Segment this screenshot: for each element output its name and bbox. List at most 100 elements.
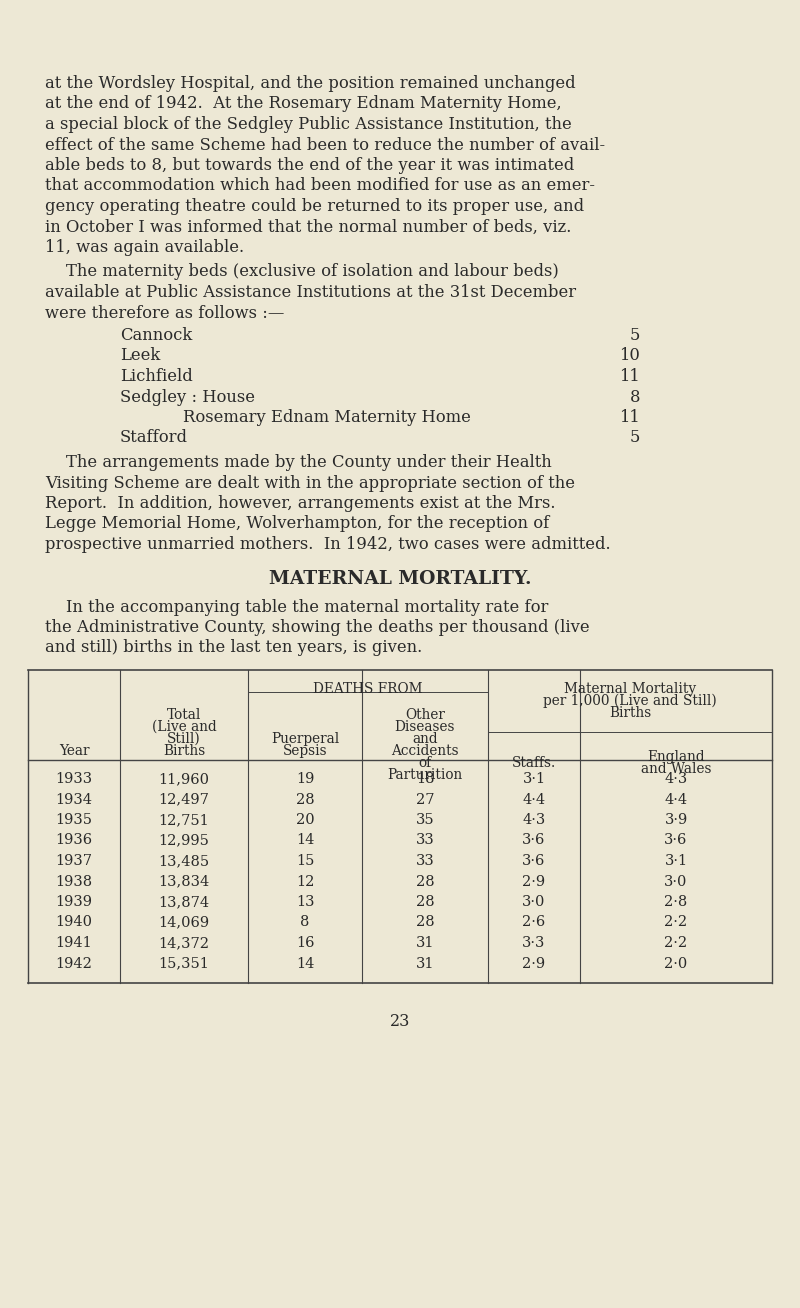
Text: effect of the same Scheme had been to reduce the number of avail-: effect of the same Scheme had been to re… <box>45 136 605 153</box>
Text: In the accompanying table the maternal mortality rate for: In the accompanying table the maternal m… <box>45 599 548 616</box>
Text: 28: 28 <box>416 916 434 930</box>
Text: able beds to 8, but towards the end of the year it was intimated: able beds to 8, but towards the end of t… <box>45 157 574 174</box>
Text: 8: 8 <box>300 916 310 930</box>
Text: Legge Memorial Home, Wolverhampton, for the reception of: Legge Memorial Home, Wolverhampton, for … <box>45 515 550 532</box>
Text: Births: Births <box>163 744 205 759</box>
Text: at the end of 1942.  At the Rosemary Ednam Maternity Home,: at the end of 1942. At the Rosemary Edna… <box>45 95 562 112</box>
Text: Cannock: Cannock <box>120 327 192 344</box>
Text: Visiting Scheme are dealt with in the appropriate section of the: Visiting Scheme are dealt with in the ap… <box>45 475 575 492</box>
Text: 3·1: 3·1 <box>522 772 546 786</box>
Text: 1934: 1934 <box>55 793 93 807</box>
Text: Still): Still) <box>167 732 201 746</box>
Text: and still) births in the last ten years, is given.: and still) births in the last ten years,… <box>45 640 422 657</box>
Text: 33: 33 <box>416 854 434 869</box>
Text: The arrangements made by the County under their Health: The arrangements made by the County unde… <box>45 454 552 471</box>
Text: The maternity beds (exclusive of isolation and labour beds): The maternity beds (exclusive of isolati… <box>45 263 558 280</box>
Text: 15: 15 <box>296 854 314 869</box>
Text: Sepsis: Sepsis <box>282 744 327 759</box>
Text: 15,351: 15,351 <box>158 956 210 971</box>
Text: Staffs.: Staffs. <box>512 756 556 770</box>
Text: 14: 14 <box>296 956 314 971</box>
Text: 10: 10 <box>619 348 640 365</box>
Text: 4·4: 4·4 <box>665 793 687 807</box>
Text: 12,995: 12,995 <box>158 833 210 848</box>
Text: Total: Total <box>167 708 201 722</box>
Text: 3·6: 3·6 <box>664 833 688 848</box>
Text: 3·3: 3·3 <box>522 937 546 950</box>
Text: Other: Other <box>405 708 445 722</box>
Text: available at Public Assistance Institutions at the 31st December: available at Public Assistance Instituti… <box>45 284 576 301</box>
Text: 28: 28 <box>296 793 314 807</box>
Text: 23: 23 <box>390 1012 410 1029</box>
Text: 3·6: 3·6 <box>522 833 546 848</box>
Text: 3·0: 3·0 <box>522 895 546 909</box>
Text: 13,874: 13,874 <box>158 895 210 909</box>
Text: 31: 31 <box>416 937 434 950</box>
Text: 11,960: 11,960 <box>158 772 210 786</box>
Text: 1940: 1940 <box>55 916 93 930</box>
Text: and Wales: and Wales <box>641 763 711 776</box>
Text: 1937: 1937 <box>55 854 93 869</box>
Text: 5: 5 <box>630 327 640 344</box>
Text: 4·3: 4·3 <box>664 772 688 786</box>
Text: Sedgley : House: Sedgley : House <box>120 388 255 405</box>
Text: in October I was informed that the normal number of beds, viz.: in October I was informed that the norma… <box>45 218 571 235</box>
Text: that accommodation which had been modified for use as an emer-: that accommodation which had been modifi… <box>45 178 595 195</box>
Text: 19: 19 <box>296 772 314 786</box>
Text: 16: 16 <box>296 937 314 950</box>
Text: Lichfield: Lichfield <box>120 368 193 385</box>
Text: 3·6: 3·6 <box>522 854 546 869</box>
Text: 27: 27 <box>416 793 434 807</box>
Text: Stafford: Stafford <box>120 429 188 446</box>
Text: 1933: 1933 <box>55 772 93 786</box>
Text: 13,485: 13,485 <box>158 854 210 869</box>
Text: per 1,000 (Live and Still): per 1,000 (Live and Still) <box>543 695 717 709</box>
Text: 14,372: 14,372 <box>158 937 210 950</box>
Text: 18: 18 <box>416 772 434 786</box>
Text: Diseases: Diseases <box>394 719 455 734</box>
Text: 20: 20 <box>296 814 314 827</box>
Text: were therefore as follows :—: were therefore as follows :— <box>45 305 284 322</box>
Text: Parturition: Parturition <box>387 768 462 782</box>
Text: at the Wordsley Hospital, and the position remained unchanged: at the Wordsley Hospital, and the positi… <box>45 75 576 92</box>
Text: 35: 35 <box>416 814 434 827</box>
Text: 4·3: 4·3 <box>522 814 546 827</box>
Text: Year: Year <box>58 744 90 759</box>
Text: 3·1: 3·1 <box>665 854 687 869</box>
Text: (Live and: (Live and <box>152 719 216 734</box>
Text: Report.  In addition, however, arrangements exist at the Mrs.: Report. In addition, however, arrangemen… <box>45 494 555 511</box>
Text: a special block of the Sedgley Public Assistance Institution, the: a special block of the Sedgley Public As… <box>45 116 572 133</box>
Text: DEATHS FROM: DEATHS FROM <box>314 681 422 696</box>
Text: 13,834: 13,834 <box>158 875 210 888</box>
Text: MATERNAL MORTALITY.: MATERNAL MORTALITY. <box>269 570 531 589</box>
Text: 1936: 1936 <box>55 833 93 848</box>
Text: 2·2: 2·2 <box>665 937 687 950</box>
Text: 3·0: 3·0 <box>664 875 688 888</box>
Text: 1941: 1941 <box>56 937 92 950</box>
Text: 12,751: 12,751 <box>158 814 210 827</box>
Text: 2·6: 2·6 <box>522 916 546 930</box>
Text: Maternal Mortality: Maternal Mortality <box>564 681 696 696</box>
Text: 11: 11 <box>619 368 640 385</box>
Text: Accidents: Accidents <box>391 744 459 759</box>
Text: Rosemary Ednam Maternity Home: Rosemary Ednam Maternity Home <box>120 409 471 426</box>
Text: 11, was again available.: 11, was again available. <box>45 239 244 256</box>
Text: 3·9: 3·9 <box>664 814 688 827</box>
Text: 2·8: 2·8 <box>664 895 688 909</box>
Text: prospective unmarried mothers.  In 1942, two cases were admitted.: prospective unmarried mothers. In 1942, … <box>45 536 610 553</box>
Text: 2·9: 2·9 <box>522 956 546 971</box>
Text: 1938: 1938 <box>55 875 93 888</box>
Text: of: of <box>418 756 431 770</box>
Text: 33: 33 <box>416 833 434 848</box>
Text: England: England <box>647 749 705 764</box>
Text: 12,497: 12,497 <box>158 793 210 807</box>
Text: 14,069: 14,069 <box>158 916 210 930</box>
Text: 1935: 1935 <box>55 814 93 827</box>
Text: Births: Births <box>609 706 651 719</box>
Text: 11: 11 <box>619 409 640 426</box>
Text: Leek: Leek <box>120 348 160 365</box>
Text: 5: 5 <box>630 429 640 446</box>
Text: 12: 12 <box>296 875 314 888</box>
Text: 14: 14 <box>296 833 314 848</box>
Text: Puerperal: Puerperal <box>271 732 339 746</box>
